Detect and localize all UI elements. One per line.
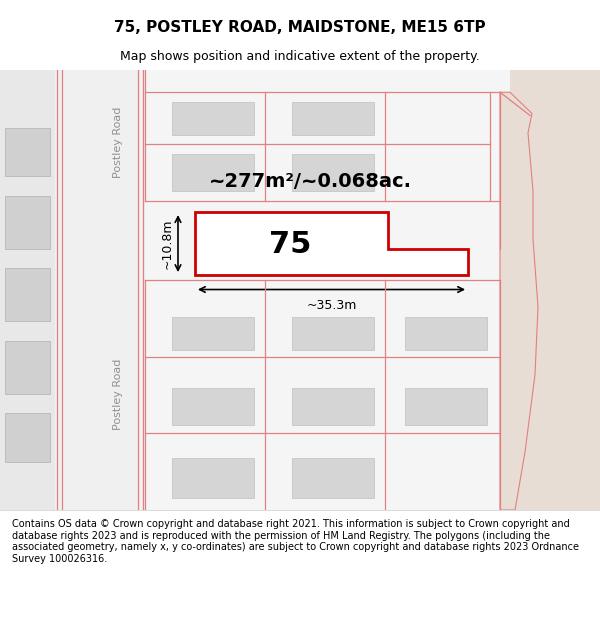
Bar: [172, 154, 254, 191]
Polygon shape: [500, 92, 538, 510]
Text: 75, POSTLEY ROAD, MAIDSTONE, ME15 6TP: 75, POSTLEY ROAD, MAIDSTONE, ME15 6TP: [114, 19, 486, 34]
Bar: [405, 388, 487, 425]
Bar: [5, 341, 50, 394]
Text: 75: 75: [269, 229, 311, 259]
Bar: [292, 154, 374, 191]
Polygon shape: [195, 212, 468, 275]
Text: Contains OS data © Crown copyright and database right 2021. This information is : Contains OS data © Crown copyright and d…: [12, 519, 579, 564]
Bar: [292, 388, 374, 425]
Bar: [5, 196, 50, 249]
Bar: [172, 388, 254, 425]
Bar: [292, 102, 374, 135]
Bar: [172, 317, 254, 351]
Bar: [5, 413, 50, 462]
Text: ~35.3m: ~35.3m: [307, 299, 356, 312]
Bar: [5, 128, 50, 176]
Polygon shape: [0, 70, 55, 510]
Bar: [172, 102, 254, 135]
Polygon shape: [55, 70, 145, 510]
Text: Postley Road: Postley Road: [113, 107, 123, 178]
Bar: [405, 317, 487, 351]
Bar: [5, 268, 50, 321]
Bar: [292, 317, 374, 351]
Bar: [292, 458, 374, 498]
Text: Postley Road: Postley Road: [113, 358, 123, 429]
Bar: [172, 458, 254, 498]
Polygon shape: [510, 70, 600, 510]
Text: ~277m²/~0.068ac.: ~277m²/~0.068ac.: [209, 172, 412, 191]
Text: Map shows position and indicative extent of the property.: Map shows position and indicative extent…: [120, 51, 480, 63]
Text: ~10.8m: ~10.8m: [161, 218, 174, 269]
Polygon shape: [145, 70, 510, 510]
